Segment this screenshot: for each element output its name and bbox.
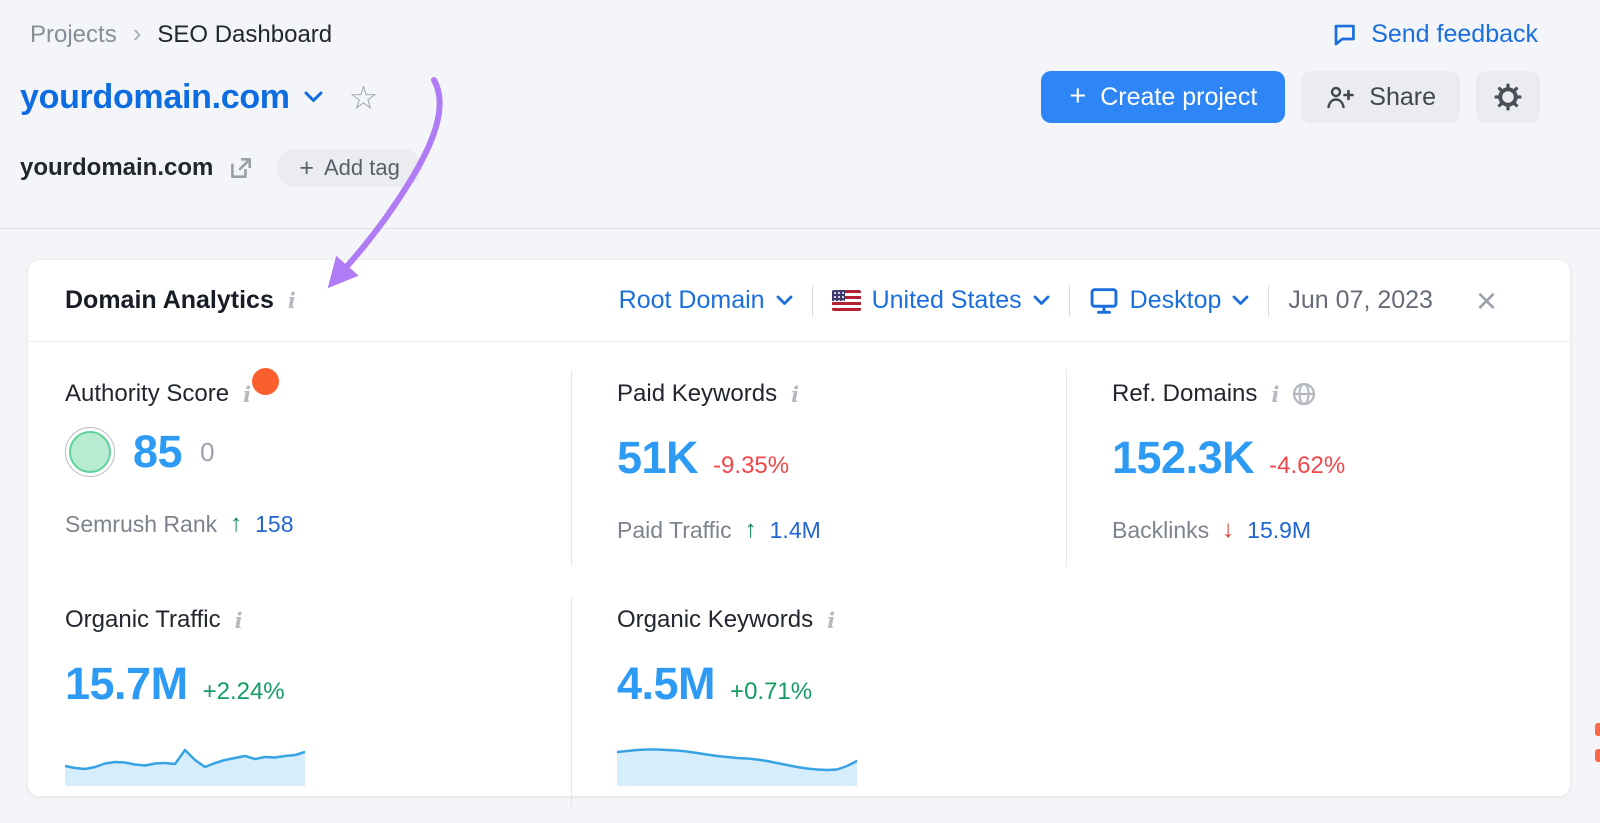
organic-keywords-label: Organic Keywords [617, 606, 814, 633]
backlinks-value[interactable]: 15.9M [1247, 516, 1312, 543]
organic-traffic-label: Organic Traffic [65, 606, 221, 633]
paid-traffic-value[interactable]: 1.4M [769, 516, 821, 543]
filter-separator [1268, 284, 1270, 317]
share-label: Share [1369, 82, 1436, 111]
chevron-down-icon [304, 91, 323, 103]
title-row: yourdomain.com ☆ + Create project Share [0, 49, 1600, 123]
metrics-row-2: Organic Traffic i 15.7M +2.24% Organic K… [28, 566, 1570, 808]
organic-traffic-sparkline [65, 736, 305, 786]
authority-score-label: Authority Score [65, 380, 230, 407]
chevron-down-icon [776, 295, 792, 305]
scope-value: Root Domain [618, 286, 765, 314]
domain-analytics-card: Domain Analytics i Root Domain United St… [27, 259, 1571, 808]
card-header: Domain Analytics i Root Domain United St… [28, 260, 1570, 342]
organic-keywords-change: +0.71% [730, 678, 813, 705]
authority-score-secondary: 0 [200, 436, 215, 467]
info-icon[interactable]: i [827, 607, 836, 633]
device-dropdown[interactable]: Desktop [1089, 286, 1250, 315]
organic-traffic-change: +2.24% [202, 678, 285, 705]
add-tag-label: Add tag [323, 155, 400, 180]
breadcrumb-chevron-icon: › [132, 17, 142, 48]
info-icon[interactable]: i [287, 288, 296, 313]
plus-icon: + [299, 153, 314, 182]
authority-score-block: Authority Score i 85 0 Semrush Rank ↑ 15… [28, 368, 572, 566]
authority-score-value[interactable]: 85 [133, 426, 183, 477]
info-icon[interactable]: i [791, 381, 800, 407]
us-flag-icon [831, 290, 861, 311]
chevron-down-icon [1232, 295, 1249, 305]
breadcrumb-current: SEO Dashboard [157, 20, 333, 48]
card-title: Domain Analytics [65, 286, 274, 314]
plus-icon: + [1069, 79, 1087, 112]
country-value: United States [871, 286, 1022, 314]
feedback-bubble-icon [1331, 21, 1359, 48]
ref-domains-label: Ref. Domains [1112, 380, 1258, 407]
authority-score-gauge [65, 427, 115, 477]
semrush-rank-value[interactable]: 158 [255, 510, 294, 537]
domain-row: yourdomain.com + Add tag [0, 123, 1600, 187]
chevron-down-icon [1033, 295, 1050, 305]
notification-dot [252, 368, 280, 395]
filter-separator [1068, 284, 1070, 317]
paid-keywords-change: -9.35% [713, 452, 790, 479]
top-bar: Projects › SEO Dashboard Send feedback [0, 0, 1600, 49]
filter-separator [811, 284, 813, 317]
settings-button[interactable] [1476, 71, 1540, 123]
breadcrumb: Projects › SEO Dashboard [30, 17, 333, 49]
clipped-content-marker [1595, 749, 1600, 762]
add-tag-button[interactable]: + Add tag [277, 149, 422, 187]
metrics-row-1: Authority Score i 85 0 Semrush Rank ↑ 15… [28, 342, 1570, 566]
organic-keywords-block: Organic Keywords i 4.5M +0.71% [572, 596, 1067, 808]
info-icon[interactable]: i [234, 607, 243, 633]
header-divider [0, 228, 1600, 229]
breadcrumb-projects[interactable]: Projects [30, 20, 117, 48]
globe-icon [1291, 381, 1317, 407]
device-value: Desktop [1129, 286, 1222, 314]
send-feedback-link[interactable]: Send feedback [1331, 20, 1538, 49]
share-button[interactable]: Share [1301, 71, 1460, 123]
desktop-monitor-icon [1089, 287, 1119, 315]
semrush-rank-label: Semrush Rank [65, 510, 218, 537]
country-dropdown[interactable]: United States [831, 286, 1050, 315]
create-project-button[interactable]: + Create project [1041, 71, 1286, 123]
paid-traffic-label: Paid Traffic [617, 516, 732, 543]
info-icon[interactable]: i [243, 381, 252, 407]
domain-link[interactable]: yourdomain.com [20, 154, 214, 181]
ref-domains-change: -4.62% [1269, 452, 1346, 479]
backlinks-label: Backlinks [1112, 516, 1210, 543]
paid-keywords-label: Paid Keywords [617, 380, 778, 407]
paid-keywords-value[interactable]: 51K [617, 432, 699, 483]
organic-traffic-value[interactable]: 15.7M [65, 658, 188, 709]
scope-dropdown[interactable]: Root Domain [619, 286, 793, 315]
trend-down-icon: ↓ [1222, 516, 1235, 543]
create-project-label: Create project [1100, 82, 1258, 111]
organic-traffic-block: Organic Traffic i 15.7M +2.24% [28, 596, 572, 808]
close-icon[interactable]: × [1475, 279, 1497, 321]
date-value[interactable]: Jun 07, 2023 [1288, 286, 1433, 314]
favorite-star-icon[interactable]: ☆ [348, 78, 379, 116]
project-title-dropdown[interactable]: yourdomain.com [20, 78, 323, 117]
external-link-icon[interactable] [227, 155, 253, 181]
info-icon[interactable]: i [1271, 381, 1280, 407]
trend-up-icon: ↑ [230, 510, 243, 537]
page-title: yourdomain.com [20, 77, 290, 116]
paid-keywords-block: Paid Keywords i 51K -9.35% Paid Traffic … [572, 370, 1067, 566]
ref-domains-value[interactable]: 152.3K [1112, 432, 1255, 483]
clipped-content-marker [1595, 723, 1600, 736]
person-plus-icon [1325, 84, 1355, 110]
ref-domains-block: Ref. Domains i 152.3K -4.62% Backlinks ↓… [1067, 370, 1570, 566]
trend-up-icon: ↑ [744, 516, 757, 543]
gear-icon [1493, 82, 1523, 112]
organic-keywords-value[interactable]: 4.5M [617, 658, 716, 709]
send-feedback-label: Send feedback [1371, 20, 1538, 48]
organic-keywords-sparkline [617, 736, 857, 786]
